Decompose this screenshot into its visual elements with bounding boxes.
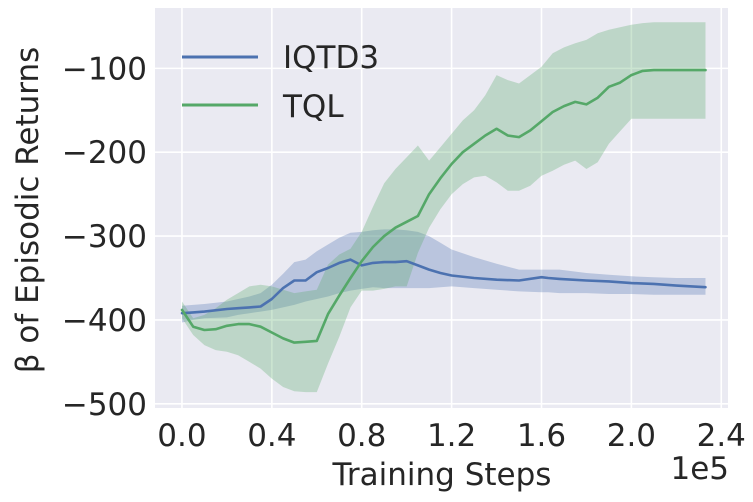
x-tick-labels: 0.0 0.4 0.8 1.2 1.6 2.0 2.4 [157, 418, 746, 454]
y-tick-label: −400 [62, 303, 147, 339]
x-tick-label: 2.4 [697, 418, 746, 454]
x-axis-label: Training Steps [332, 457, 552, 493]
x-tick-label: 0.8 [337, 418, 386, 454]
x-offset-label: 1e5 [670, 451, 729, 487]
band-iqtd3 [182, 229, 706, 323]
line-tql [180, 68, 707, 344]
band-tql [182, 22, 706, 393]
x-tick-label: 1.6 [517, 418, 566, 454]
confidence-bands [182, 22, 706, 393]
y-tick-label: −300 [62, 219, 147, 255]
x-tick-label: 0.0 [157, 418, 206, 454]
y-axis-label: β of Episodic Returns [10, 47, 46, 374]
x-tick-label: 0.4 [247, 418, 296, 454]
y-tick-label: −200 [62, 135, 147, 171]
line-iqtd3 [180, 258, 707, 315]
legend-label-tql: TQL [282, 89, 344, 125]
x-tick-label: 2.0 [607, 418, 656, 454]
y-tick-labels: −500 −400 −300 −200 −100 [62, 51, 147, 422]
series-lines [180, 68, 707, 344]
y-tick-label: −100 [62, 51, 147, 87]
y-tick-label: −500 [62, 387, 147, 423]
legend: IQTD3 TQL [182, 40, 379, 125]
grid [155, 8, 728, 408]
x-tick-label: 1.2 [427, 418, 476, 454]
legend-label-iqtd3: IQTD3 [283, 40, 379, 76]
